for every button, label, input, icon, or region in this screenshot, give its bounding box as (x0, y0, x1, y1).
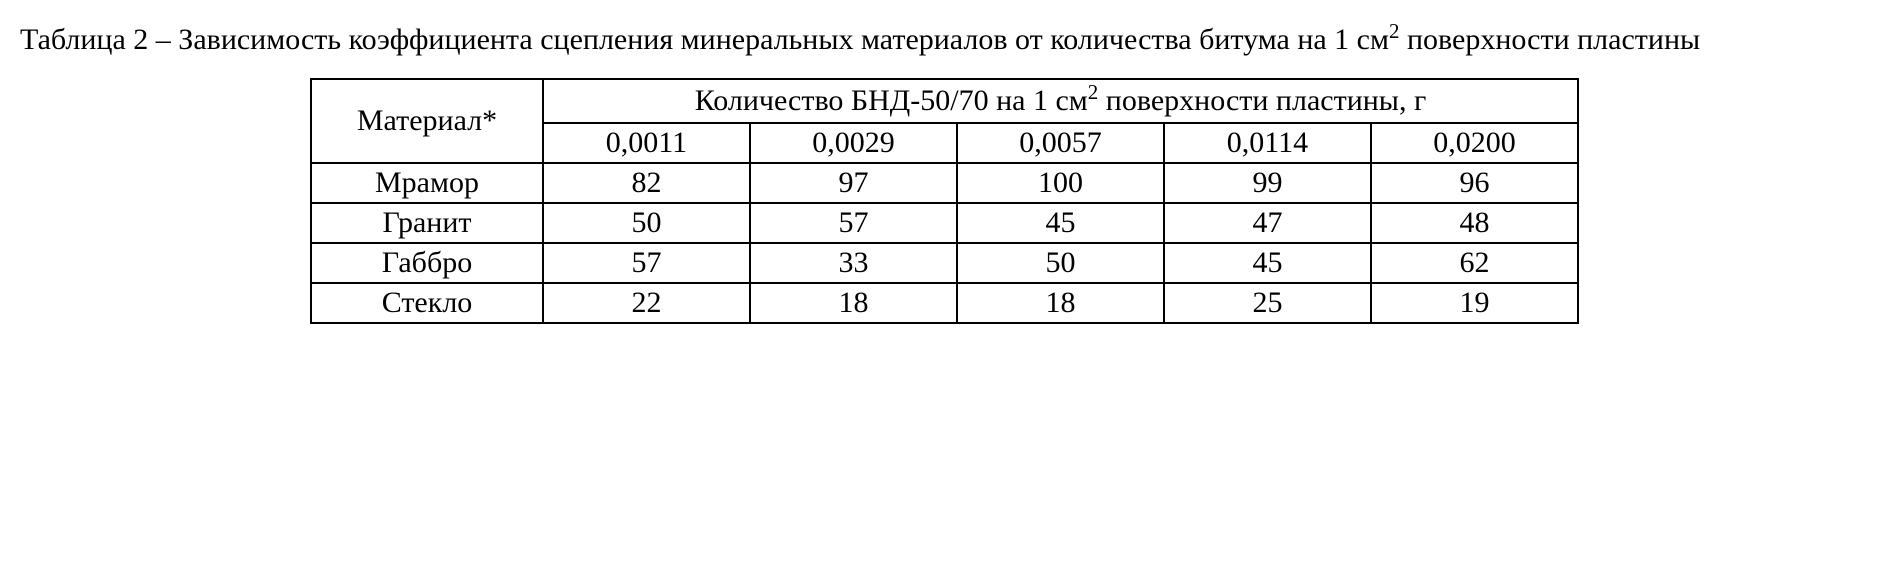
header-row-1: Материал* Количество БНД-50/70 на 1 см2 … (311, 79, 1578, 123)
table-row: Стекло 22 18 18 25 19 (311, 283, 1578, 323)
material-cell: Мрамор (311, 163, 543, 203)
material-cell: Стекло (311, 283, 543, 323)
group-header: Количество БНД-50/70 на 1 см2 поверхност… (543, 79, 1578, 123)
value-cell: 82 (543, 163, 750, 203)
material-header: Материал* (311, 79, 543, 163)
value-cell: 97 (750, 163, 957, 203)
caption-superscript: 2 (1389, 19, 1400, 43)
value-cell: 62 (1371, 243, 1578, 283)
col-header: 0,0200 (1371, 123, 1578, 163)
value-cell: 99 (1164, 163, 1371, 203)
caption-prefix: Таблица 2 – Зависимость коэффициента сце… (20, 23, 1389, 56)
value-cell: 18 (750, 283, 957, 323)
col-header: 0,0114 (1164, 123, 1371, 163)
value-cell: 33 (750, 243, 957, 283)
table-caption: Таблица 2 – Зависимость коэффициента сце… (20, 10, 1869, 70)
table-row: Габбро 57 33 50 45 62 (311, 243, 1578, 283)
group-header-prefix: Количество БНД-50/70 на 1 см (695, 84, 1088, 117)
data-table: Материал* Количество БНД-50/70 на 1 см2 … (310, 78, 1579, 324)
table-row: Мрамор 82 97 100 99 96 (311, 163, 1578, 203)
col-header: 0,0011 (543, 123, 750, 163)
value-cell: 25 (1164, 283, 1371, 323)
group-header-suffix: поверхности пластины, г (1098, 84, 1426, 117)
value-cell: 50 (543, 203, 750, 243)
table-row: Гранит 50 57 45 47 48 (311, 203, 1578, 243)
material-cell: Гранит (311, 203, 543, 243)
value-cell: 47 (1164, 203, 1371, 243)
group-header-sup: 2 (1088, 80, 1099, 104)
value-cell: 19 (1371, 283, 1578, 323)
value-cell: 57 (750, 203, 957, 243)
col-header: 0,0029 (750, 123, 957, 163)
value-cell: 22 (543, 283, 750, 323)
value-cell: 100 (957, 163, 1164, 203)
material-cell: Габбро (311, 243, 543, 283)
value-cell: 57 (543, 243, 750, 283)
value-cell: 48 (1371, 203, 1578, 243)
value-cell: 45 (957, 203, 1164, 243)
value-cell: 45 (1164, 243, 1371, 283)
value-cell: 96 (1371, 163, 1578, 203)
value-cell: 50 (957, 243, 1164, 283)
value-cell: 18 (957, 283, 1164, 323)
col-header: 0,0057 (957, 123, 1164, 163)
caption-suffix: поверхности пластины (1399, 23, 1700, 56)
